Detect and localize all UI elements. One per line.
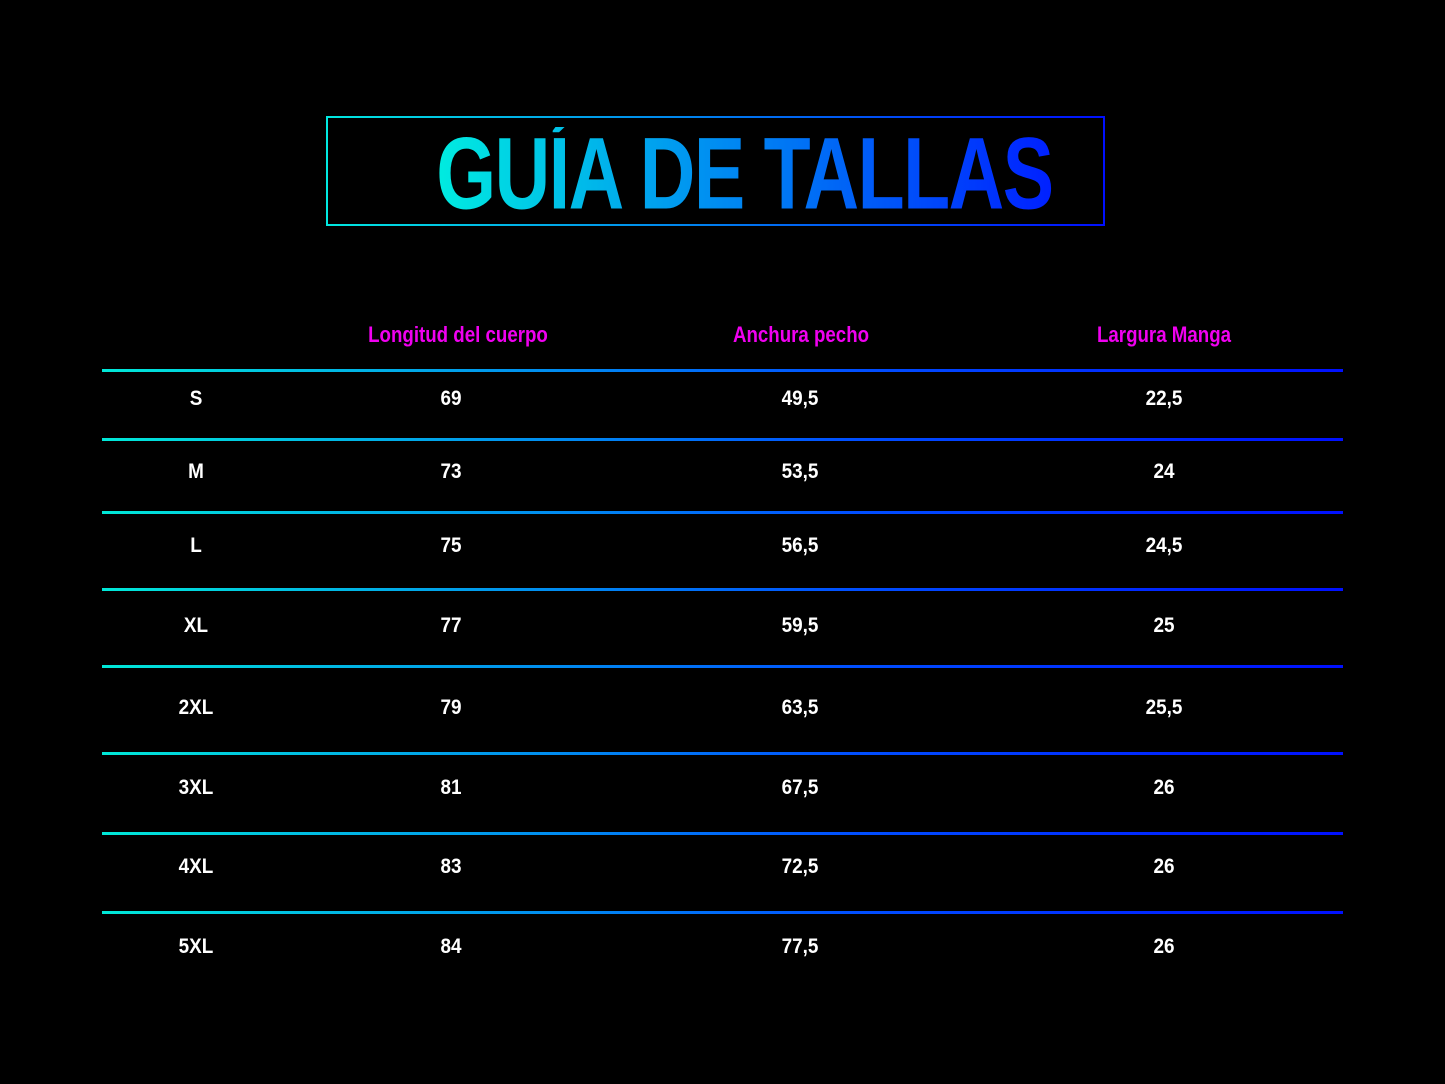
cell-size: XL: [183, 614, 209, 637]
row-divider: [102, 832, 1343, 835]
cell-body-length: 77: [440, 614, 462, 637]
cell-sleeve-length: 26: [1153, 935, 1175, 958]
cell-sleeve-length: 24: [1153, 460, 1175, 483]
header-body-length: Longitud del cuerpo: [368, 322, 548, 347]
cell-body-length: 81: [440, 776, 462, 799]
cell-body-length: 79: [440, 696, 462, 719]
cell-body-length: 75: [440, 534, 462, 557]
cell-sleeve-length: 24,5: [1145, 534, 1183, 557]
cell-sleeve-length: 25: [1153, 614, 1175, 637]
cell-size: S: [189, 387, 203, 410]
header-sleeve-length: Largura Manga: [1096, 322, 1232, 347]
row-divider: [102, 369, 1343, 372]
cell-chest-width: 72,5: [781, 855, 819, 878]
cell-sleeve-length: 22,5: [1145, 387, 1183, 410]
cell-size: M: [188, 460, 204, 483]
cell-chest-width: 56,5: [781, 534, 819, 557]
row-divider: [102, 438, 1343, 441]
row-divider: [102, 752, 1343, 755]
cell-chest-width: 53,5: [781, 460, 819, 483]
cell-size: L: [190, 534, 202, 557]
page-title-text: GUÍA DE TALLAS: [436, 117, 1054, 231]
cell-body-length: 69: [440, 387, 462, 410]
cell-chest-width: 63,5: [781, 696, 819, 719]
cell-size: 3XL: [178, 776, 214, 799]
cell-body-length: 84: [440, 935, 462, 958]
cell-chest-width: 77,5: [781, 935, 819, 958]
cell-sleeve-length: 25,5: [1145, 696, 1183, 719]
row-divider: [102, 665, 1343, 668]
title-box: GUÍA DE TALLAS: [326, 116, 1105, 226]
cell-chest-width: 49,5: [781, 387, 819, 410]
cell-chest-width: 67,5: [781, 776, 819, 799]
cell-size: 2XL: [178, 696, 214, 719]
cell-size: 5XL: [178, 935, 214, 958]
cell-body-length: 83: [440, 855, 462, 878]
cell-sleeve-length: 26: [1153, 855, 1175, 878]
row-divider: [102, 588, 1343, 591]
page-title: GUÍA DE TALLAS: [328, 117, 1103, 231]
cell-size: 4XL: [178, 855, 214, 878]
row-divider: [102, 911, 1343, 914]
cell-sleeve-length: 26: [1153, 776, 1175, 799]
row-divider: [102, 511, 1343, 514]
header-chest-width: Anchura pecho: [732, 322, 870, 347]
cell-chest-width: 59,5: [781, 614, 819, 637]
cell-body-length: 73: [440, 460, 462, 483]
